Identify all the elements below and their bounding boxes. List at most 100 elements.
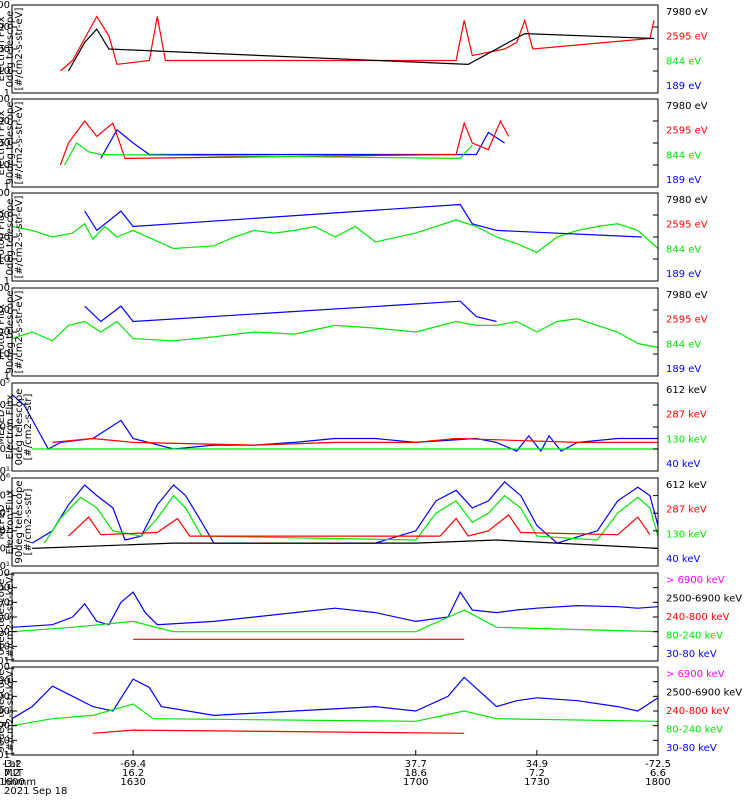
y-tick-label: 10: [0, 254, 10, 265]
series-group: [11, 300, 659, 348]
series-group: [11, 590, 659, 640]
legend-entry: > 6900 keV: [666, 669, 725, 680]
footer-value: 34.9: [526, 759, 548, 770]
footer-row-label: MLT: [4, 768, 24, 779]
y-axis-label: 90deg telescope: [14, 480, 25, 563]
y-axis-label: 0deg telescope: [5, 11, 16, 88]
legend-entry: > 6900 keV: [666, 575, 725, 586]
y-axis-label: Electron Flux: [5, 394, 16, 459]
legend-entry: 7980 eV: [666, 101, 708, 112]
series-80-240-kev: [11, 703, 659, 727]
legend-entry: 40 keV: [666, 459, 700, 470]
y-tick-label: 100: [0, 327, 10, 338]
y-tick-label: 1.00: [0, 627, 10, 638]
legend-entry: 30-80 keV: [666, 649, 717, 660]
legend-entry: 189 eV: [666, 175, 701, 186]
y-tick-label: 0.01: [0, 656, 10, 667]
series-group: [11, 394, 658, 453]
y-axis-label: Electron Flux: [0, 110, 7, 175]
y-axis-label: 90deg telescope: [5, 101, 16, 184]
series-2595-ev: [60, 15, 655, 72]
y-axis-label: [#/cm2-s-str-eV]: [14, 102, 25, 185]
y-axis-label: [#/cm2-s-str-keV]: [5, 573, 16, 661]
legend-entry: 7980 eV: [666, 290, 708, 301]
series-130-kev: [43, 494, 659, 544]
footer-value: -3.2: [2, 759, 22, 770]
y-tick-label: 10¹: [0, 466, 10, 477]
footer-row-label: hhmm: [4, 777, 36, 788]
y-axis-label: Proton Flux: [0, 304, 7, 360]
footer-value: 1700: [403, 777, 428, 788]
legend-entry: 80-240 keV: [666, 631, 723, 642]
y-tick-label: 10: [0, 349, 10, 360]
y-axis-label: 90deg telescope: [5, 290, 16, 373]
y-axis-label: [#/cm2-s-str]: [23, 488, 34, 555]
legend-entry: 287 keV: [666, 505, 707, 516]
series-30-80-kev: [11, 676, 659, 720]
y-tick-label: 10³: [0, 422, 10, 433]
series-240-800-kev: [92, 729, 465, 734]
legend-entry: 130 keV: [666, 529, 707, 540]
y-tick-label: 1.00: [0, 721, 10, 732]
series-40-kev: [11, 394, 658, 453]
legend-entry: 240-800 keV: [666, 706, 730, 717]
legend-entry: 2500-6900 keV: [666, 688, 742, 699]
y-tick-label: 10: [0, 160, 10, 171]
legend-entry: 2595 eV: [666, 32, 708, 43]
y-tick-label: 10¹: [0, 561, 10, 572]
y-tick-label: 10⁵: [0, 378, 10, 389]
footer-value: 1730: [524, 777, 549, 788]
footer-value: 1630: [120, 777, 145, 788]
series-7980-ev: [67, 28, 655, 72]
y-axis-label: Electron Flux: [5, 489, 16, 554]
y-tick-label: 10²: [0, 444, 10, 455]
y-tick-label: 10: [0, 66, 10, 77]
y-tick-label: 10⁴: [0, 508, 10, 519]
y-axis-label: 0deg telescope: [0, 579, 7, 656]
legend-entry: 240-800 keV: [666, 612, 730, 623]
y-tick-label: 10.00: [0, 706, 10, 717]
panel-frame: [11, 477, 659, 567]
footer-value: 6.6: [650, 768, 666, 779]
footer-value: 37.7: [405, 759, 427, 770]
y-tick-label: 1: [4, 88, 10, 99]
y-tick-label: 100: [0, 232, 10, 243]
footer-value: 7.2: [529, 768, 545, 779]
y-tick-label: 10⁶: [0, 473, 10, 484]
footer-value: 16.2: [122, 768, 144, 779]
y-tick-label: 10.00: [0, 612, 10, 623]
y-axis-label: [#/cm2-s-str]: [23, 393, 34, 460]
y-tick-label: 0.10: [0, 641, 10, 652]
footer-value: 18.6: [405, 768, 427, 779]
footer-value: -69.4: [120, 759, 146, 770]
panel-frame: [11, 382, 659, 472]
y-tick-label: 10⁴: [0, 400, 10, 411]
footer-value: 7.2: [4, 768, 20, 779]
legend-entry: 2595 eV: [666, 220, 708, 231]
y-tick-label: 10²: [0, 543, 10, 554]
series-30-80-kev: [11, 590, 659, 628]
y-axis-label: [#/cm2-s-str-eV]: [14, 8, 25, 91]
legend-entry: 2500-6900 keV: [666, 594, 742, 605]
y-tick-label: 100: [0, 138, 10, 149]
legend-entry: 844 eV: [666, 150, 701, 161]
y-tick-label: 1: [4, 371, 10, 382]
y-tick-label: 10⁵: [0, 491, 10, 502]
series-40-kev: [31, 481, 659, 544]
legend-entry: 7980 eV: [666, 7, 708, 18]
legend-entry: 2595 eV: [666, 315, 708, 326]
y-axis-label: [#/cm2-s-str-eV]: [14, 196, 25, 279]
